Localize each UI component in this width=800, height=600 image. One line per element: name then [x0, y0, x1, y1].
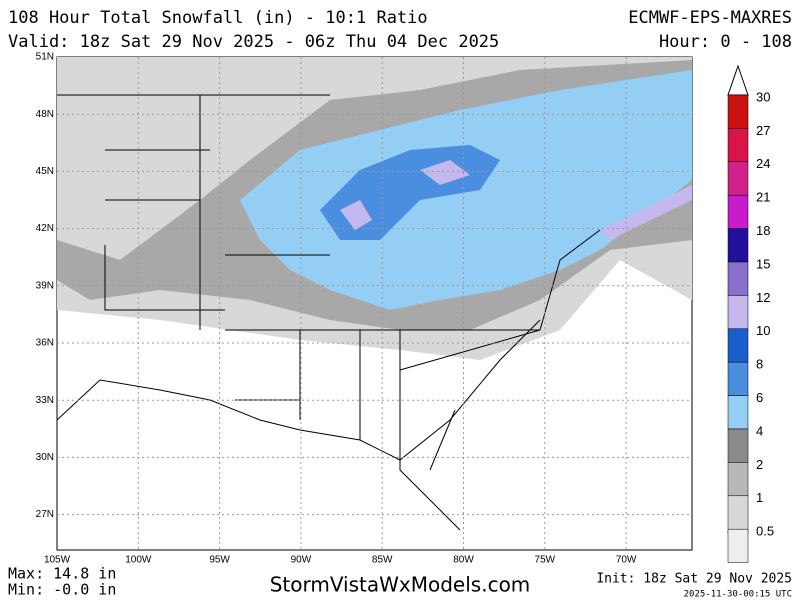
borders [57, 94, 601, 531]
legend-swatch [727, 328, 749, 363]
lon-label: 80W [453, 555, 474, 566]
lat-label: 36N [36, 338, 54, 349]
legend-label: 27 [756, 123, 770, 138]
title: 108 Hour Total Snowfall (in) - 10:1 Rati… [8, 8, 428, 28]
legend-label: 18 [756, 223, 770, 238]
legend-label: 30 [756, 89, 770, 104]
hour: Hour: 0 - 108 [659, 32, 792, 52]
legend-label: 0.5 [756, 524, 774, 539]
lat-label: 48N [36, 109, 54, 120]
model: ECMWF-EPS-MAXRES [628, 8, 792, 28]
lon-label: 95W [209, 555, 230, 566]
lon-label: 85W [372, 555, 393, 566]
legend-swatch [727, 462, 749, 497]
legend-swatch [727, 528, 749, 563]
lat-label: 42N [36, 223, 54, 234]
legend-label: 6 [756, 390, 763, 405]
legend-swatch [727, 161, 749, 196]
coast [56, 319, 541, 461]
lat-label: 51N [36, 52, 54, 63]
init: Init: 18z Sat 29 Nov 2025 [596, 572, 792, 587]
map [56, 56, 693, 551]
lat-label: 39N [36, 280, 54, 291]
lat-label: 30N [36, 452, 54, 463]
lon-label: 75W [535, 555, 556, 566]
legend-label: 8 [756, 357, 763, 372]
valid: Valid: 18z Sat 29 Nov 2025 - 06z Thu 04 … [8, 32, 499, 52]
legend-label: 21 [756, 190, 770, 205]
max: Max: 14.8 in [8, 565, 116, 583]
legend-label: 2 [756, 457, 763, 472]
legend-swatch [727, 94, 749, 129]
site: StormVistaWxModels.com [270, 573, 531, 597]
lat-label: 45N [36, 166, 54, 177]
legend-swatch [727, 395, 749, 430]
lat-label: 33N [36, 395, 54, 406]
lon-label: 90W [291, 555, 312, 566]
legend-swatch [727, 194, 749, 229]
lat-label: 27N [36, 509, 54, 520]
legend-label: 4 [756, 423, 763, 438]
legend-label: 10 [756, 323, 770, 338]
lon-label: 70W [616, 555, 637, 566]
legend-swatch [727, 495, 749, 530]
legend-label: 1 [756, 490, 763, 505]
legend-swatch [727, 228, 749, 263]
legend-swatch [727, 295, 749, 330]
stamp: 2025-11-30-00:15 UTC [684, 590, 792, 600]
legend-swatch [727, 361, 749, 396]
legend-swatch [727, 428, 749, 463]
lon-label: 100W [125, 555, 152, 566]
legend-swatch [727, 128, 749, 163]
legend-label: 12 [756, 290, 770, 305]
legend-label: 15 [756, 256, 770, 271]
legend-swatch [727, 261, 749, 296]
legend-label: 24 [756, 156, 770, 171]
lon-label: 105W [44, 555, 71, 566]
min: Min: -0.0 in [8, 581, 116, 599]
